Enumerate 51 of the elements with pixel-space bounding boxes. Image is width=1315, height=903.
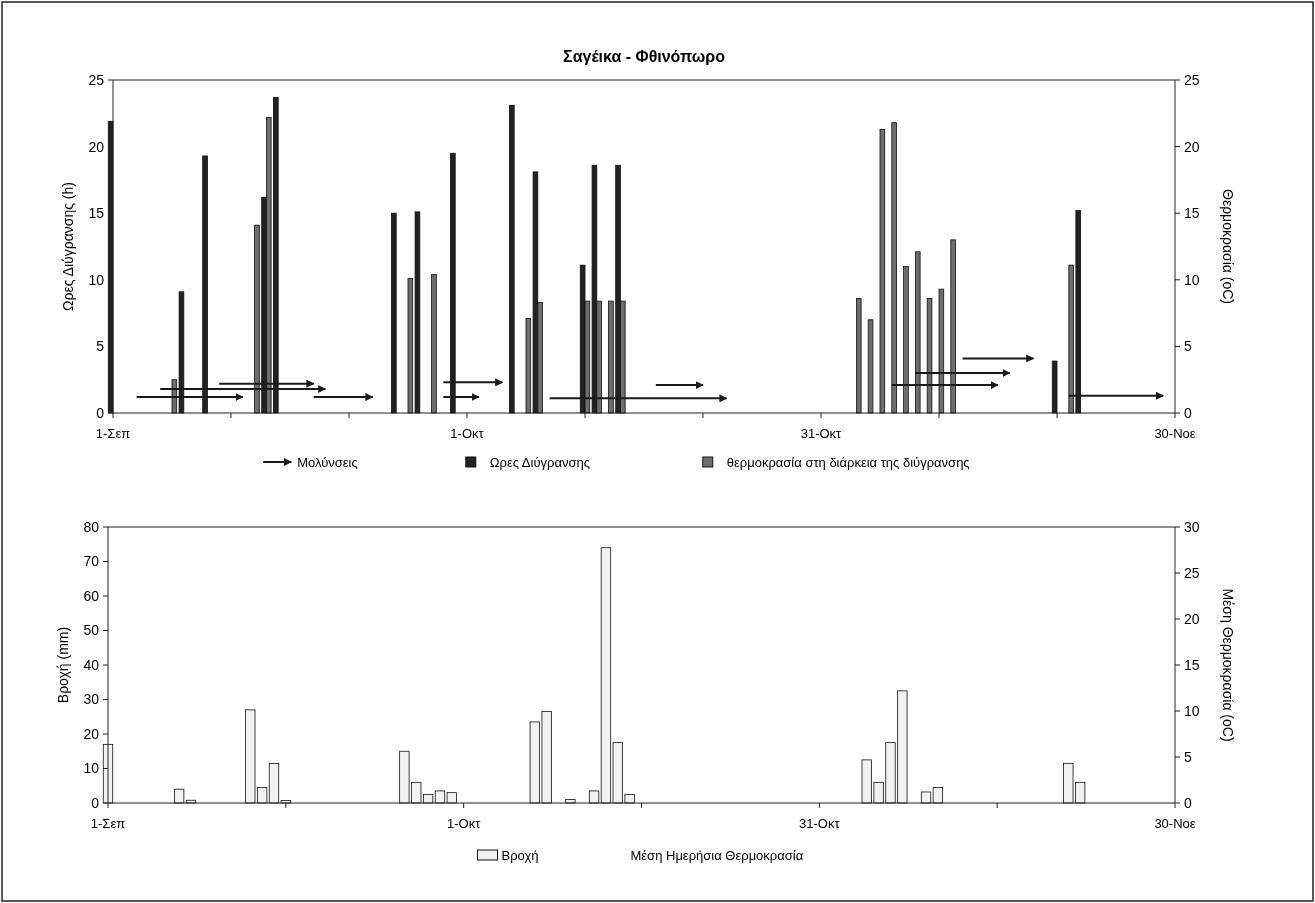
y2-tick-label: 30 xyxy=(1184,518,1200,535)
text: Μέση Ημερήσια Θερμοκρασία xyxy=(630,847,804,863)
x-tick-label: 30-Νοε xyxy=(1154,426,1196,441)
y2-tick-label: 10 xyxy=(1184,271,1200,288)
x-tick-label: 31-Οκτ xyxy=(799,816,841,831)
y2-tick-label: 15 xyxy=(1184,656,1200,673)
y2-axis-title: Θερμοκρασία (oC) xyxy=(1220,189,1236,304)
y-tick-label: 70 xyxy=(83,553,100,570)
y-tick-label: 50 xyxy=(83,622,100,639)
y-tick-label: 5 xyxy=(96,338,105,355)
y-tick-label: 0 xyxy=(91,794,100,811)
y2-tick-label: 0 xyxy=(1184,404,1192,421)
y-tick-label: 30 xyxy=(83,691,100,708)
y2-tick-label: 15 xyxy=(1184,205,1200,222)
legend-label: Ωρες Διύγρανσης xyxy=(489,454,590,470)
bar xyxy=(879,128,886,414)
y-tick-label: 15 xyxy=(88,205,105,222)
x-tick-label: 1-Οκτ xyxy=(447,816,482,831)
y2-tick-label: 20 xyxy=(1184,610,1200,627)
y-tick-label: 25 xyxy=(88,71,105,88)
y2-tick-label: 25 xyxy=(1184,71,1200,88)
bar xyxy=(431,274,437,414)
x-tick-label: 1-Σεπ xyxy=(95,426,131,441)
y2-tick-label: 10 xyxy=(1184,702,1200,719)
y-tick-label: 0 xyxy=(96,404,105,421)
y-tick-label: 10 xyxy=(88,271,105,288)
legend-label: θερμοκρασία στη διάρκεια της διύγρανσης xyxy=(726,454,970,470)
y-axis-title: Βροχή (mm) xyxy=(55,626,71,704)
y-tick-label: 20 xyxy=(83,725,100,742)
y2-tick-label: 0 xyxy=(1184,794,1192,811)
chart-title: Σαγέικα - Φθινόπωρο xyxy=(563,48,726,65)
y2-tick-label: 25 xyxy=(1184,564,1200,581)
x-tick-label: 1-Σεπ xyxy=(90,816,126,831)
y-tick-label: 80 xyxy=(83,518,100,535)
y-tick-label: 60 xyxy=(83,587,100,604)
y-tick-label: 20 xyxy=(88,138,105,155)
y2-axis-title: Μέση Θερμοκρασία (oC) xyxy=(1220,588,1236,742)
y2-tick-label: 20 xyxy=(1184,138,1200,155)
legend-label: Μολύνσεις xyxy=(297,454,358,470)
legend-label: Βροχή xyxy=(501,847,539,863)
y2-tick-label: 5 xyxy=(1184,748,1192,765)
x-tick-label: 30-Νοε xyxy=(1154,816,1196,831)
x-tick-label: 1-Οκτ xyxy=(450,426,485,441)
bar xyxy=(856,298,862,414)
bar xyxy=(867,319,874,414)
y2-tick-label: 5 xyxy=(1184,338,1192,355)
bar xyxy=(588,790,600,804)
y-axis-title: Ωρες Διύγρανσης (h) xyxy=(60,182,76,311)
y-tick-label: 40 xyxy=(83,656,100,673)
x-tick-label: 31-Οκτ xyxy=(800,426,843,441)
y-tick-label: 10 xyxy=(83,760,100,777)
